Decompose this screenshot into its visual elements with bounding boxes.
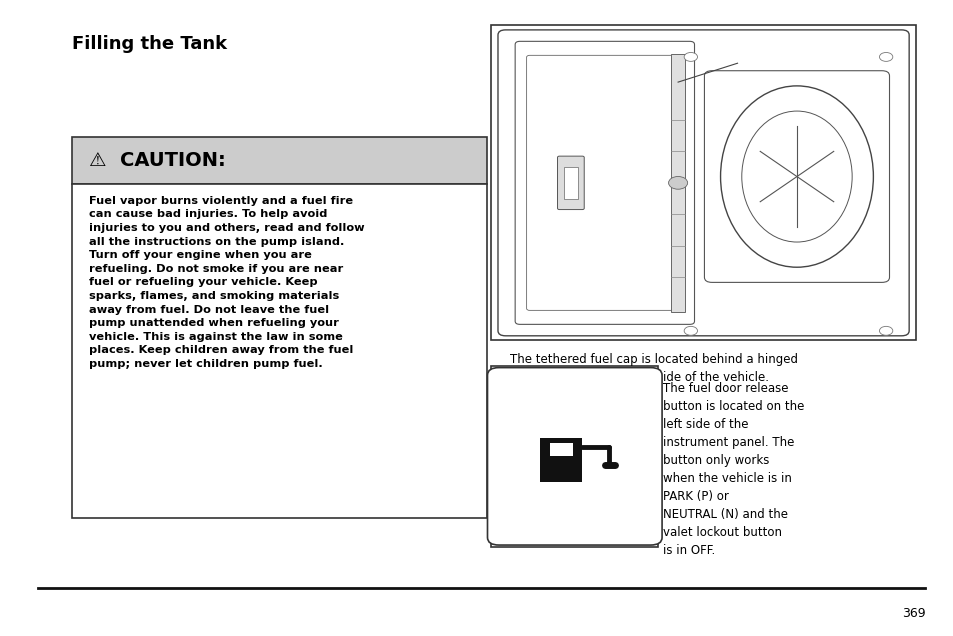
FancyBboxPatch shape bbox=[71, 184, 486, 518]
Bar bbox=[549, 443, 573, 455]
Text: The tethered fuel cap is located behind a hinged
fuel door on the driver’s side : The tethered fuel cap is located behind … bbox=[510, 353, 798, 384]
Text: Fuel vapor burns violently and a fuel fire
can cause bad injuries. To help avoid: Fuel vapor burns violently and a fuel fi… bbox=[89, 196, 364, 369]
Circle shape bbox=[668, 176, 687, 189]
Circle shape bbox=[879, 52, 892, 61]
FancyBboxPatch shape bbox=[703, 71, 888, 282]
FancyBboxPatch shape bbox=[671, 54, 684, 312]
Bar bbox=[540, 438, 581, 481]
FancyBboxPatch shape bbox=[71, 137, 486, 184]
Ellipse shape bbox=[741, 111, 851, 242]
Circle shape bbox=[683, 326, 697, 335]
Text: Filling the Tank: Filling the Tank bbox=[71, 35, 227, 53]
Text: 369: 369 bbox=[901, 607, 924, 620]
Bar bbox=[491, 366, 658, 547]
Text: The fuel door release
button is located on the
left side of the
instrument panel: The fuel door release button is located … bbox=[662, 382, 803, 556]
FancyBboxPatch shape bbox=[497, 30, 908, 336]
FancyBboxPatch shape bbox=[515, 41, 694, 324]
FancyBboxPatch shape bbox=[487, 368, 661, 545]
FancyBboxPatch shape bbox=[563, 167, 577, 198]
Text: ⚠  CAUTION:: ⚠ CAUTION: bbox=[89, 151, 225, 170]
Bar bbox=[491, 25, 915, 340]
Ellipse shape bbox=[720, 86, 873, 267]
FancyBboxPatch shape bbox=[526, 55, 682, 310]
Circle shape bbox=[683, 52, 697, 61]
FancyBboxPatch shape bbox=[557, 156, 583, 210]
Circle shape bbox=[879, 326, 892, 335]
